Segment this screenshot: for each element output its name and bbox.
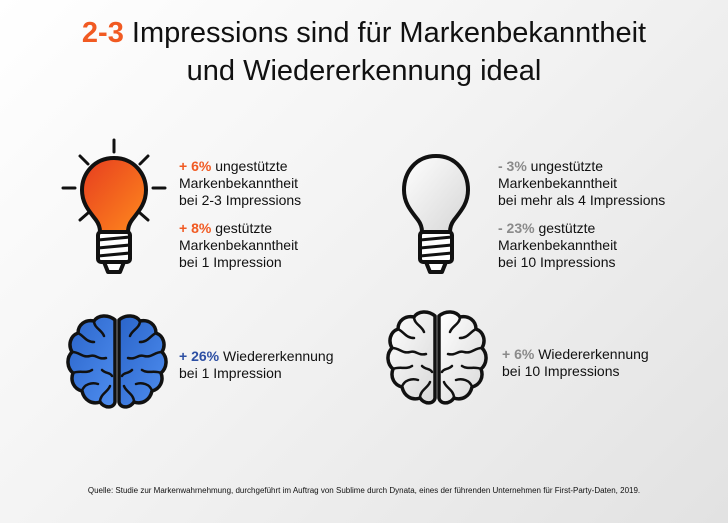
stat-text: bei 1 Impression	[179, 365, 282, 381]
stat-text: gestützte	[534, 220, 596, 236]
stat-text: Markenbekanntheit	[498, 237, 618, 253]
stat-value: + 6%	[179, 158, 212, 174]
stat-recognition: + 6% Wiedererkennung bei 10 Impressions	[502, 346, 649, 380]
stats-top-left: + 6% ungestützte Markenbekanntheit bei 2…	[179, 158, 301, 282]
stat-text: bei 10 Impressions	[502, 363, 620, 379]
lightbulb-icon	[401, 153, 471, 274]
stat-aided-awareness: - 23% gestützte Markenbekanntheit bei 10…	[498, 220, 665, 271]
stats-bottom-right: + 6% Wiedererkennung bei 10 Impressions	[502, 346, 649, 391]
brain-icon	[66, 314, 168, 409]
source-note: Quelle: Studie zur Markenwahrnehmung, du…	[87, 486, 641, 495]
stat-text: Wiedererkennung	[534, 346, 649, 362]
stat-text: bei 2-3 Impressions	[179, 192, 302, 208]
stat-text: Markenbekanntheit	[498, 175, 618, 191]
title-line-1: 2-3 Impressions sind für Markenbekannthe…	[0, 14, 728, 52]
lightbulb-icon	[61, 138, 167, 274]
stat-text: ungestützte	[211, 158, 288, 174]
title-line-1-text: Impressions sind für Markenbekanntheit	[123, 17, 647, 49]
stat-value: + 8%	[179, 220, 212, 236]
title-highlight: 2-3	[81, 17, 124, 49]
stat-unaided-awareness: + 6% ungestützte Markenbekanntheit bei 2…	[179, 158, 301, 209]
stat-text: Wiedererkennung	[219, 348, 334, 364]
stat-recognition: + 26% Wiedererkennung bei 1 Impression	[179, 348, 334, 382]
stat-text: bei 10 Impressions	[498, 254, 616, 270]
stat-aided-awareness: + 8% gestützte Markenbekanntheit bei 1 I…	[179, 220, 301, 271]
brain-icon	[386, 310, 488, 405]
title-line-2: und Wiedererkennung ideal	[186, 55, 542, 87]
stat-text: Markenbekanntheit	[179, 237, 299, 253]
page-title: 2-3 Impressions sind für Markenbekannthe…	[0, 14, 728, 90]
stat-text: Markenbekanntheit	[179, 175, 299, 191]
stat-value: + 26%	[179, 348, 220, 364]
stat-text: bei 1 Impression	[179, 254, 282, 270]
stats-top-right: - 3% ungestützte Markenbekanntheit bei m…	[498, 158, 665, 282]
stat-unaided-awareness: - 3% ungestützte Markenbekanntheit bei m…	[498, 158, 665, 209]
stat-text: bei mehr als 4 Impressions	[498, 192, 666, 208]
stat-text: gestützte	[211, 220, 273, 236]
stat-value: - 3%	[498, 158, 527, 174]
stats-bottom-left: + 26% Wiedererkennung bei 1 Impression	[179, 348, 334, 393]
stat-value: + 6%	[502, 346, 535, 362]
stat-text: ungestützte	[526, 158, 604, 174]
stat-value: - 23%	[498, 220, 535, 236]
